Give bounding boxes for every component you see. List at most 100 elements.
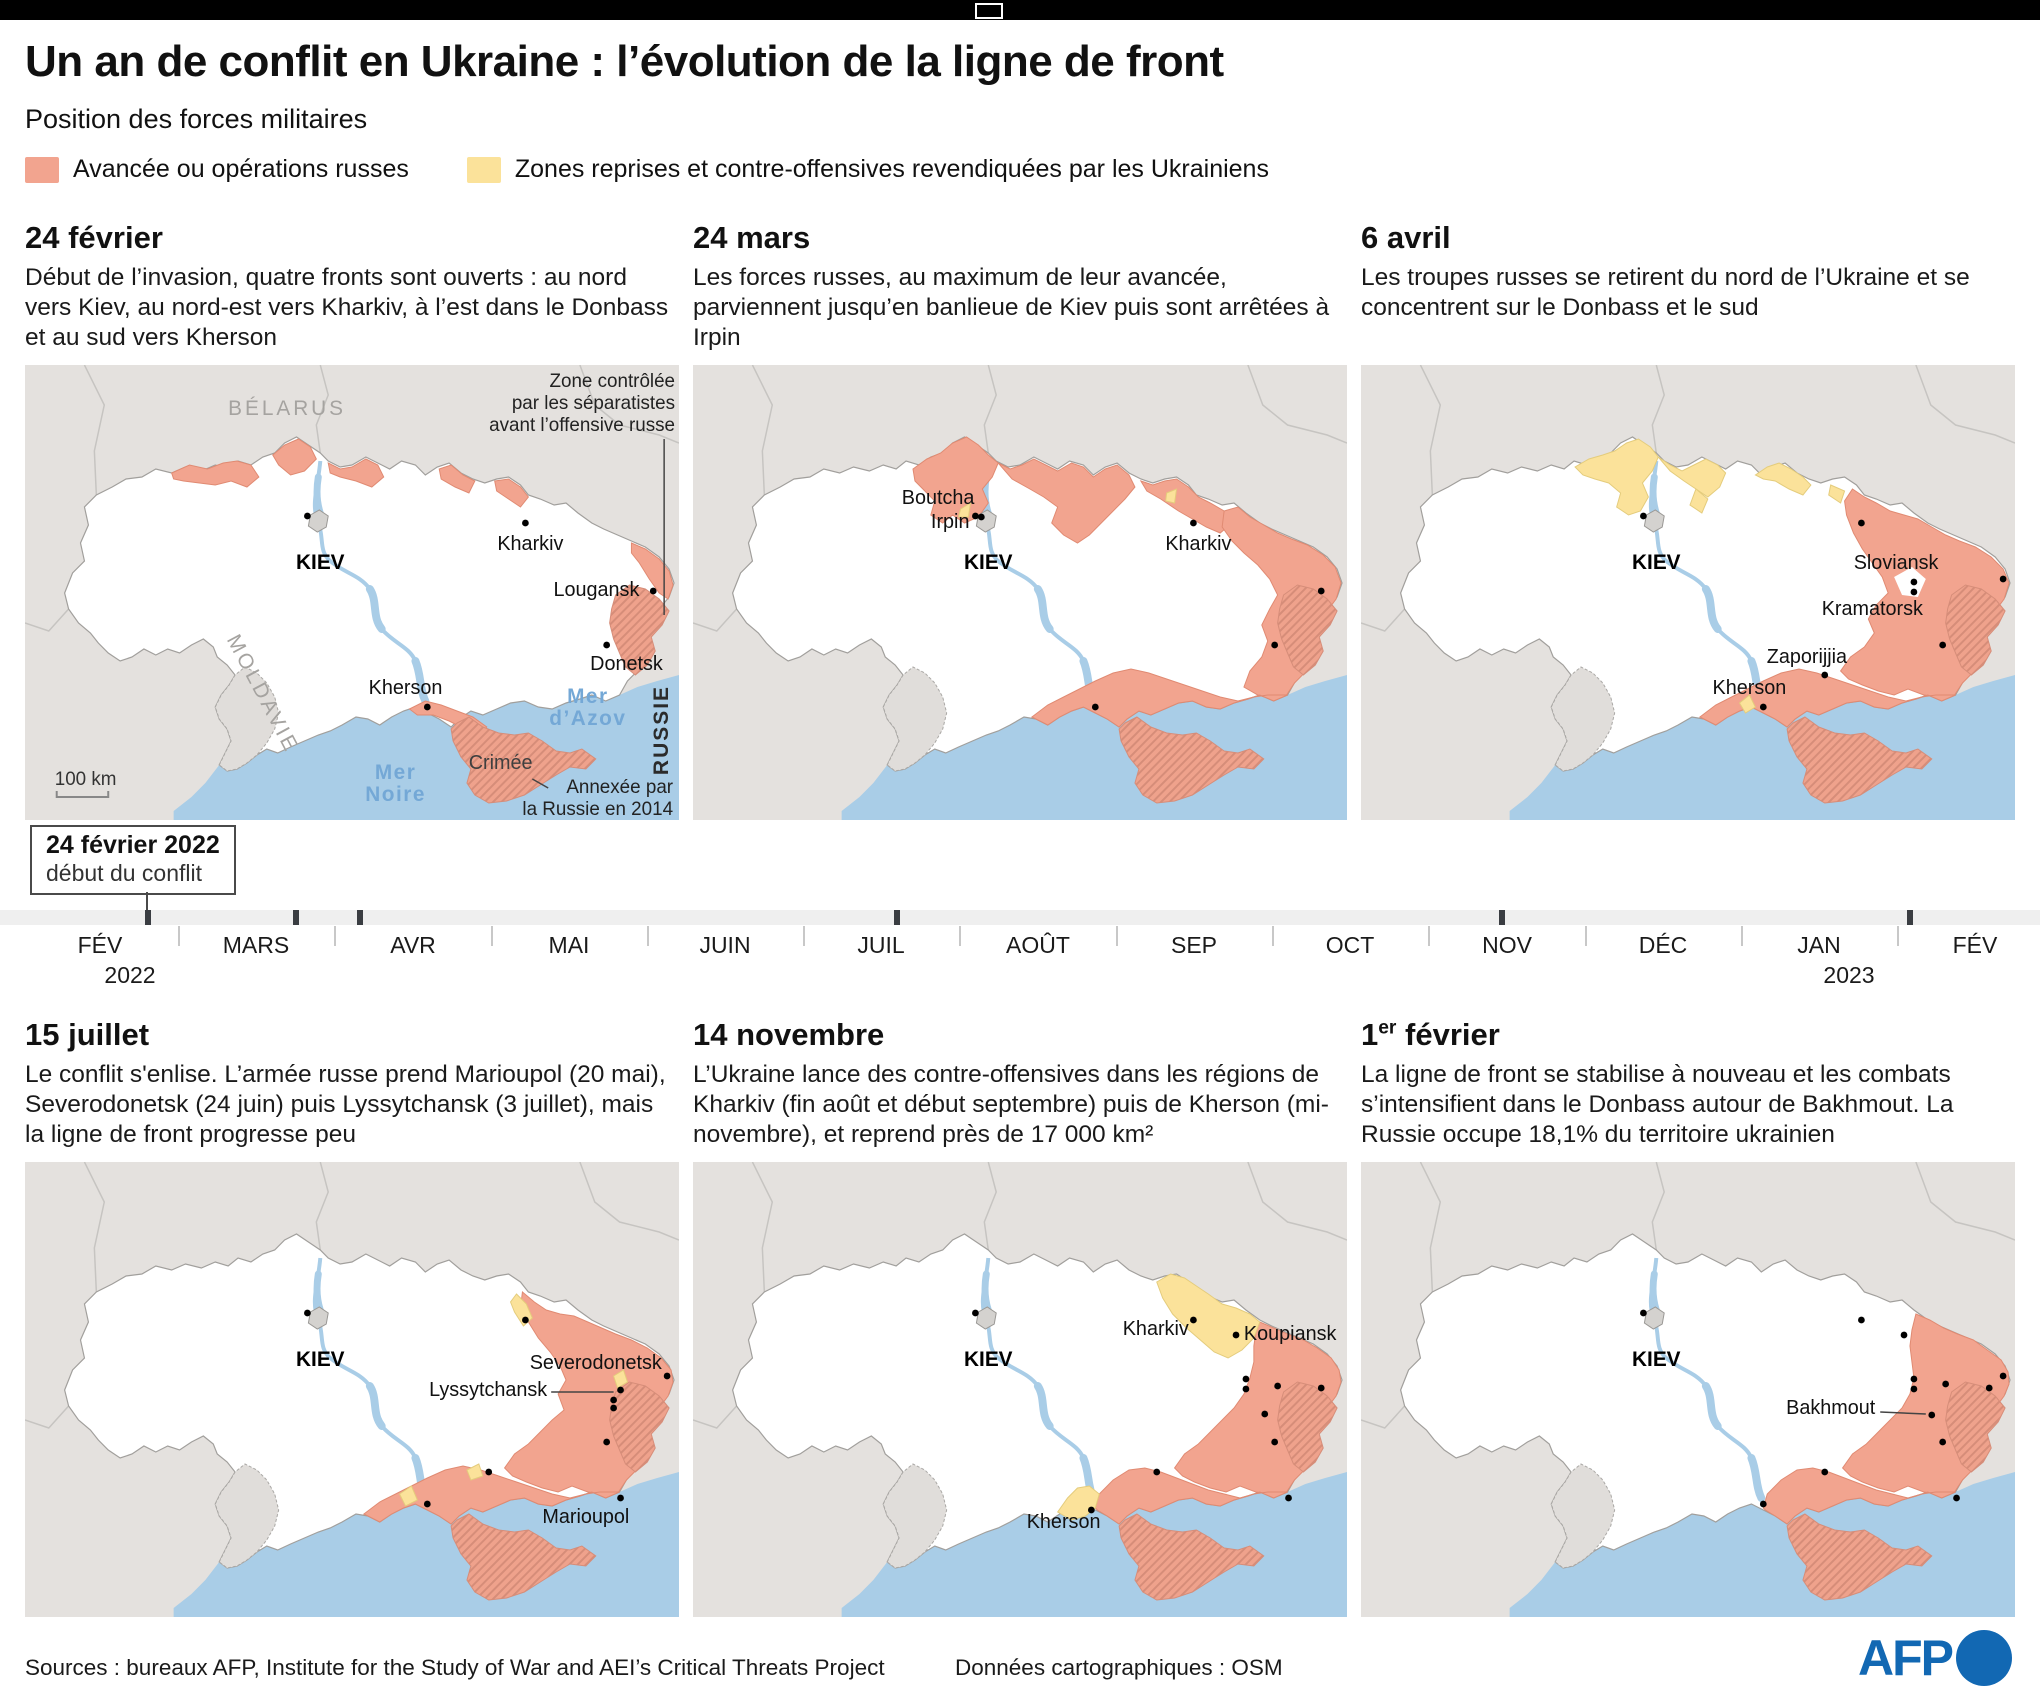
city-dot <box>1858 519 1865 527</box>
ukrainian-zone <box>1754 462 1812 496</box>
map-label-kherson: Kherson <box>369 677 443 699</box>
timeline-month-separator <box>1741 926 1743 946</box>
ukrainian-zone <box>1738 694 1757 714</box>
country-borders <box>1361 365 2015 632</box>
row1-maps: BÉLARUS KIEV Kharkiv Lougansk Donetsk Kherson… <box>25 365 2015 820</box>
city-dot <box>610 1404 617 1412</box>
map-label-kherson: Kherson <box>1713 677 1787 699</box>
legend-item-ukrainian: Zones reprises et contre-offensives reve… <box>466 155 1269 184</box>
map-label-kiev: KIEV <box>296 551 345 574</box>
timeline-month: AOÛT <box>1006 932 1070 958</box>
crimea-hatched <box>450 716 597 804</box>
city-dot <box>617 1494 624 1502</box>
panel-date-15-juillet: 15 juillet <box>25 1017 150 1052</box>
moldova <box>882 666 948 772</box>
map-label-severodonetsk: Severodonetsk <box>530 1352 662 1374</box>
city-dot <box>522 519 529 527</box>
city-dot <box>1910 1375 1918 1383</box>
timeline-event-tick <box>1907 910 1913 925</box>
timeline-month-separator <box>1585 926 1587 946</box>
russian-zone <box>494 478 530 508</box>
map-14-novembre: KIEV Kharkiv Koupiansk Kherson <box>693 1162 1347 1617</box>
callout-label: début du conflit <box>46 860 203 886</box>
russian-zone <box>1762 1467 1956 1525</box>
timeline-callout: 24 février 2022 début du conflit <box>30 825 236 895</box>
row1-headers: 24 février Début de l’invasion, quatre f… <box>25 184 2015 355</box>
timeline-month: FÉV <box>77 932 123 958</box>
reservoirs <box>1701 1382 1766 1502</box>
legend-swatch-russian <box>25 156 59 183</box>
annotation-line <box>1880 1411 1926 1415</box>
moldova <box>214 666 280 772</box>
city-dot <box>1640 1309 1647 1317</box>
timeline-month: MARS <box>222 932 290 958</box>
ukraine-map-svg: BÉLARUS KIEV Kharkiv Lougansk Donetsk Kherson… <box>25 365 679 820</box>
ukrainian-zone <box>1828 484 1846 504</box>
row2-maps: KIEV Severodonetsk Lyssytchansk Marioupol K… <box>25 1162 2015 1617</box>
city-dot <box>1953 1494 1960 1502</box>
map-label-kharkiv: Kharkiv <box>1123 1318 1189 1340</box>
crimea-hatched <box>1786 716 1933 804</box>
sea <box>173 675 679 820</box>
timeline-month: AVR <box>390 932 436 958</box>
city-dot <box>1271 641 1279 649</box>
timeline-event-tick <box>1499 910 1505 925</box>
kiev-reservoir <box>313 1270 324 1314</box>
map-label-sloviansk: Sloviansk <box>1854 552 1939 574</box>
city-dot <box>1242 1375 1250 1383</box>
ukraine-map-svg: KIEV Kharkiv Koupiansk Kherson <box>693 1162 1347 1617</box>
afp-logo: AFP <box>1858 1629 2012 1687</box>
kiev-city-shape <box>307 1306 329 1330</box>
city-dot <box>1190 519 1197 527</box>
country-borders <box>25 1162 679 1429</box>
timeline-month-separator <box>1428 926 1430 946</box>
footer: Sources : bureaux AFP, Institute for the… <box>0 1630 2040 1697</box>
timeline-year-start: 2022 <box>104 962 156 988</box>
reservoirs <box>365 585 430 705</box>
ukrainian-zone <box>466 1463 484 1481</box>
panel-text-6-avril: Les troupes russes se retirent du nord d… <box>1361 264 1970 321</box>
city-dot <box>649 587 657 595</box>
city-dot <box>1317 587 1325 595</box>
city-dot <box>977 513 985 521</box>
sea <box>841 1472 1347 1617</box>
timeline-event-tick <box>357 910 363 925</box>
timeline-month-separator <box>1897 926 1899 946</box>
timeline-event-tick <box>145 910 151 925</box>
map-24-mars: KIEV Boutcha Irpin Kharkiv <box>693 365 1347 820</box>
moldova <box>1550 666 1616 772</box>
map-scale-label: 100 km <box>55 769 117 790</box>
city-dot <box>1928 1411 1936 1419</box>
timeline-month-separator <box>959 926 961 946</box>
callout-pointer-line <box>146 892 148 910</box>
panel-text-14-novembre: L’Ukraine lance des contre-offensives da… <box>693 1061 1329 1148</box>
city-dot <box>603 641 611 649</box>
top-black-bar <box>0 0 2040 20</box>
kiev-reservoir <box>313 473 324 517</box>
timeline-year-end: 2023 <box>1823 962 1875 988</box>
page-title: Un an de conflit en Ukraine : l’évolutio… <box>25 37 1224 86</box>
city-dot <box>1759 1500 1767 1508</box>
moldova <box>882 1463 948 1569</box>
panel-date-24-fevrier: 24 février <box>25 220 163 255</box>
map-label-kiev: KIEV <box>1632 551 1681 574</box>
city-dot <box>423 1500 431 1508</box>
map-scale-bar <box>55 791 110 798</box>
map-label-lyssytchansk: Lyssytchansk <box>429 1379 547 1401</box>
page-subtitle: Position des forces militaires <box>25 104 368 134</box>
ukrainian-zone <box>1657 456 1727 498</box>
city-dot <box>617 1386 624 1394</box>
legend-item-russian: Avancée ou opérations russes <box>25 155 409 184</box>
ukrainian-zone <box>398 1485 419 1507</box>
kiev-reservoir <box>981 1270 992 1314</box>
legend: Avancée ou opérations russes Zones repri… <box>25 155 2015 184</box>
map-data-text: Données cartographiques : OSM <box>955 1655 1283 1680</box>
timeline-month: JUIL <box>857 932 905 958</box>
city-dot <box>1091 703 1099 711</box>
city-dot <box>1942 1380 1950 1388</box>
map-label-kharkiv: Kharkiv <box>497 533 563 555</box>
sea <box>173 1472 679 1617</box>
city-dot <box>1910 578 1918 586</box>
city-dot <box>304 1309 311 1317</box>
city-dot <box>1153 1468 1161 1476</box>
